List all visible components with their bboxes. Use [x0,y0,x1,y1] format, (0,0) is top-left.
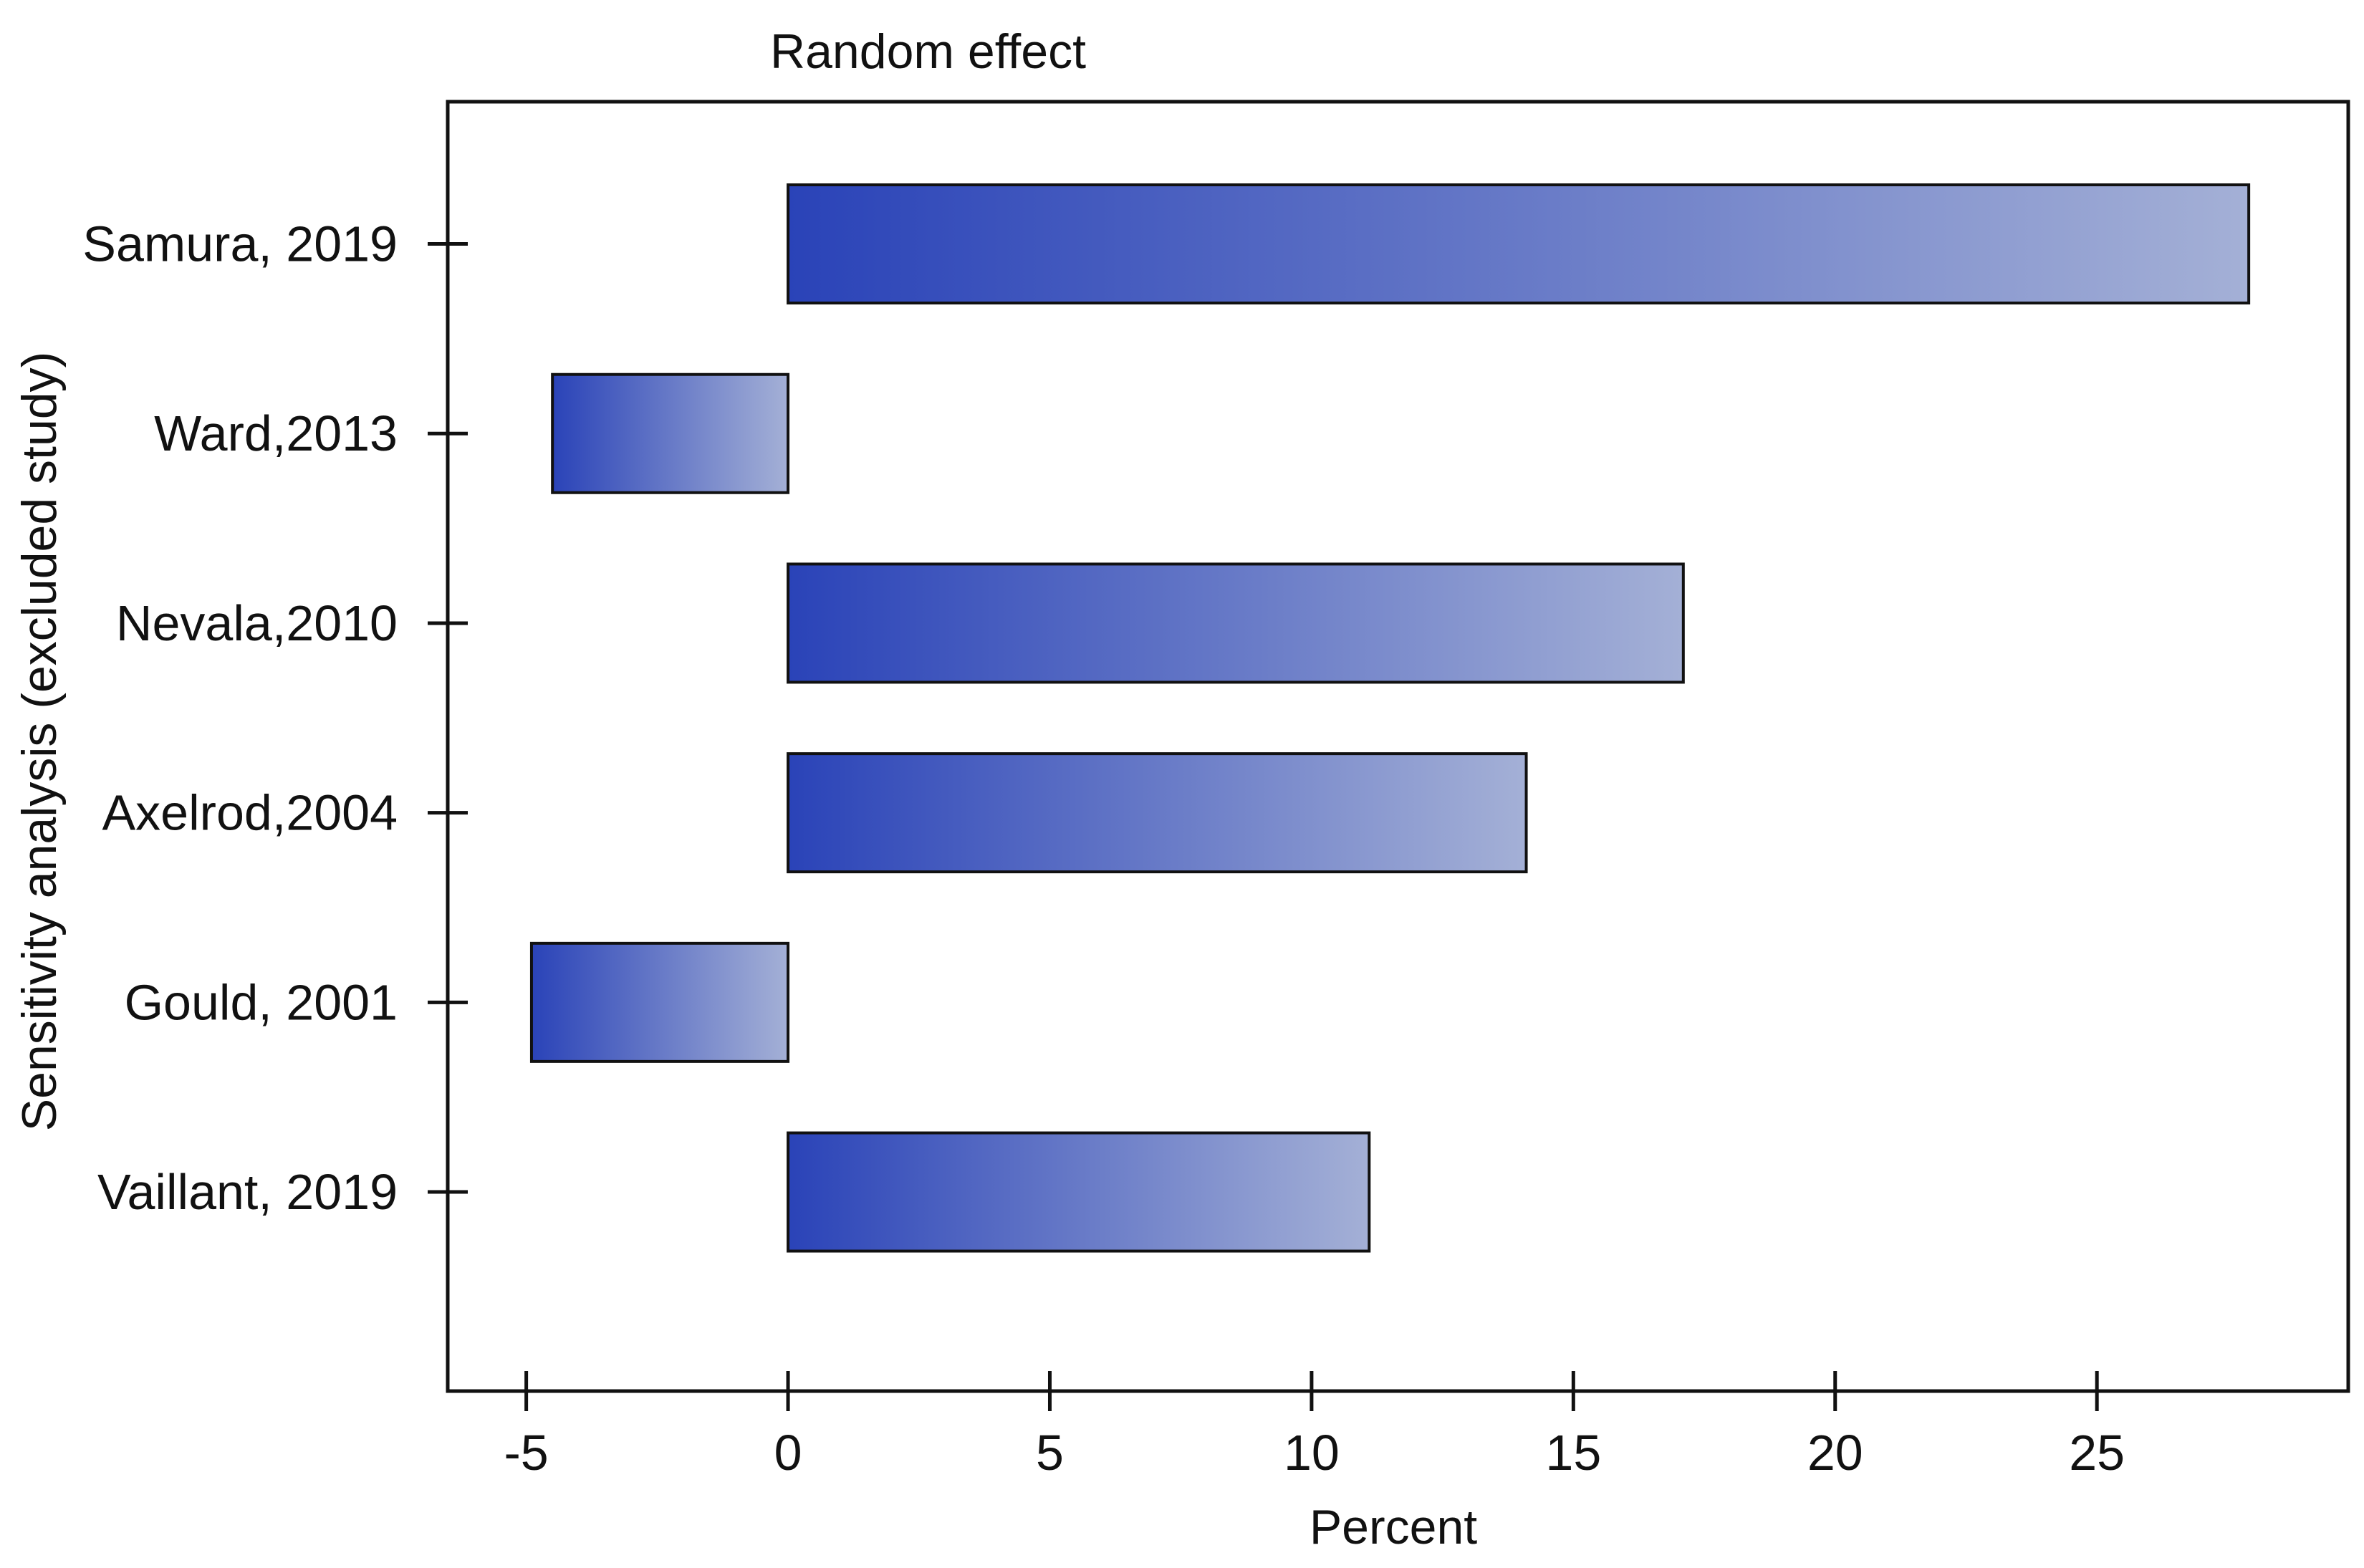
bar-nevala-2010 [787,562,1685,684]
bar-vaillant-2019 [787,1131,1371,1253]
chart-title: Random effect [770,24,1086,79]
y-tick-label: Axelrod,2004 [102,785,398,841]
bar-samura-2019 [787,183,2251,305]
x-axis-ticks: -5 0 5 10 15 20 25 [504,1371,2125,1481]
x-tick-label: 25 [2069,1425,2125,1481]
bars-group [529,183,2251,1253]
y-tick-label: Ward,2013 [154,405,398,461]
y-axis-label: Sensitivity analysis (excluded study) [12,352,67,1131]
x-tick-label: 20 [1807,1425,1863,1481]
x-tick-label: 0 [774,1425,802,1481]
bar-gould-2001 [529,941,790,1063]
y-tick-label: Samura, 2019 [82,216,398,272]
x-axis-label: Percent [1310,1500,1477,1554]
plot-frame [446,100,2350,1393]
x-tick-label: 5 [1036,1425,1064,1481]
bar-axelrod-2004 [787,752,1528,874]
y-tick-label: Vaillant, 2019 [97,1164,398,1220]
y-tick-label: Nevala,2010 [116,595,398,651]
y-tick-label: Gould, 2001 [125,974,398,1030]
y-axis-ticks: Samura, 2019 Ward,2013 Nevala,2010 Axelrod,… [82,216,468,1220]
bar-ward-2013 [551,372,790,494]
x-tick-label: -5 [504,1425,549,1481]
x-tick-label: 15 [1545,1425,1601,1481]
x-tick-label: 10 [1284,1425,1340,1481]
